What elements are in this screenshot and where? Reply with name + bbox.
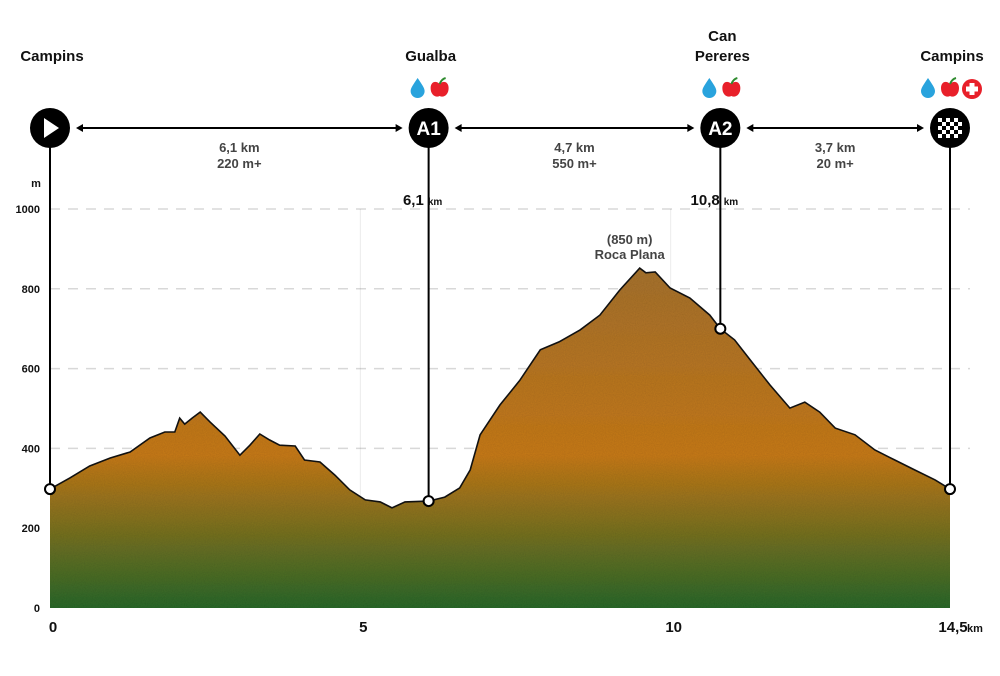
checkpoint-badge-label: A1	[416, 119, 441, 140]
checkpoint-distance: 6,1 km	[403, 192, 442, 209]
segment-distance: 3,7 km	[815, 140, 855, 155]
checkpoint-badge[interactable]	[408, 108, 449, 148]
water-icon	[410, 78, 425, 99]
segment-distance: 4,7 km	[554, 140, 594, 155]
checkpoint-finish: Campins	[920, 48, 984, 496]
segment-gain: 220 m+	[217, 156, 262, 171]
axes: 0 200 400 600 800 1000 m 0 5 10 14,5 km	[16, 178, 984, 636]
checkpoint-name: Campins	[20, 48, 83, 65]
checkpoint-point	[714, 322, 727, 335]
food-icon	[430, 77, 449, 97]
x-tick-label: 14,5	[938, 619, 967, 636]
segment-distance: 6,1 km	[219, 140, 259, 155]
segment-gain: 20 m+	[817, 156, 855, 171]
checkered-flag-icon	[938, 118, 962, 138]
x-axis-unit: km	[967, 623, 983, 635]
x-tick-label: 10	[665, 619, 682, 636]
checkpoint-name: Pereres	[695, 48, 750, 65]
checkpoint-start: Campins	[20, 48, 84, 496]
checkpoint-name: Gualba	[405, 48, 457, 65]
elevation-line	[49, 267, 951, 509]
y-tick-label: 600	[22, 364, 40, 376]
checkpoint-point	[422, 495, 435, 508]
y-tick-label: 200	[22, 523, 40, 535]
segment-gain: 550 m+	[552, 156, 597, 171]
water-icon	[702, 78, 717, 99]
food-icon	[722, 77, 741, 97]
x-tick-label: 0	[49, 619, 57, 636]
checkpoint-point	[44, 483, 56, 496]
peak-name-label: Roca Plana	[595, 247, 666, 262]
checkpoint-distance: 10,8 km	[691, 192, 739, 209]
checkpoint-a1: A1 Gualba 6,1 km	[403, 48, 457, 508]
y-axis-unit: m	[31, 178, 41, 190]
checkpoint-a2: A2 Can Pereres 10,8 km	[691, 28, 750, 335]
food-icon	[941, 77, 959, 97]
checkpoint-badge[interactable]	[700, 108, 741, 148]
checkpoint-name: Can	[708, 28, 736, 45]
medical-icon	[962, 79, 982, 99]
x-tick-label: 5	[359, 619, 367, 636]
y-tick-label: 0	[34, 603, 40, 615]
play-icon	[44, 118, 59, 138]
checkpoint-name: Campins	[920, 48, 983, 65]
y-tick-label: 800	[22, 284, 40, 296]
checkpoints: Campins A1 Gualba 6,1 km A2 Can Pereres 10,8 km Ca…	[20, 28, 984, 508]
y-tick-label: 400	[22, 443, 40, 455]
peak-elevation-label: (850 m)	[607, 232, 653, 247]
checkpoint-point	[944, 483, 956, 496]
y-tick-label: 1000	[16, 204, 40, 216]
checkpoint-badge-label: A2	[708, 119, 732, 140]
elevation-area	[50, 268, 950, 608]
water-icon	[921, 78, 935, 98]
